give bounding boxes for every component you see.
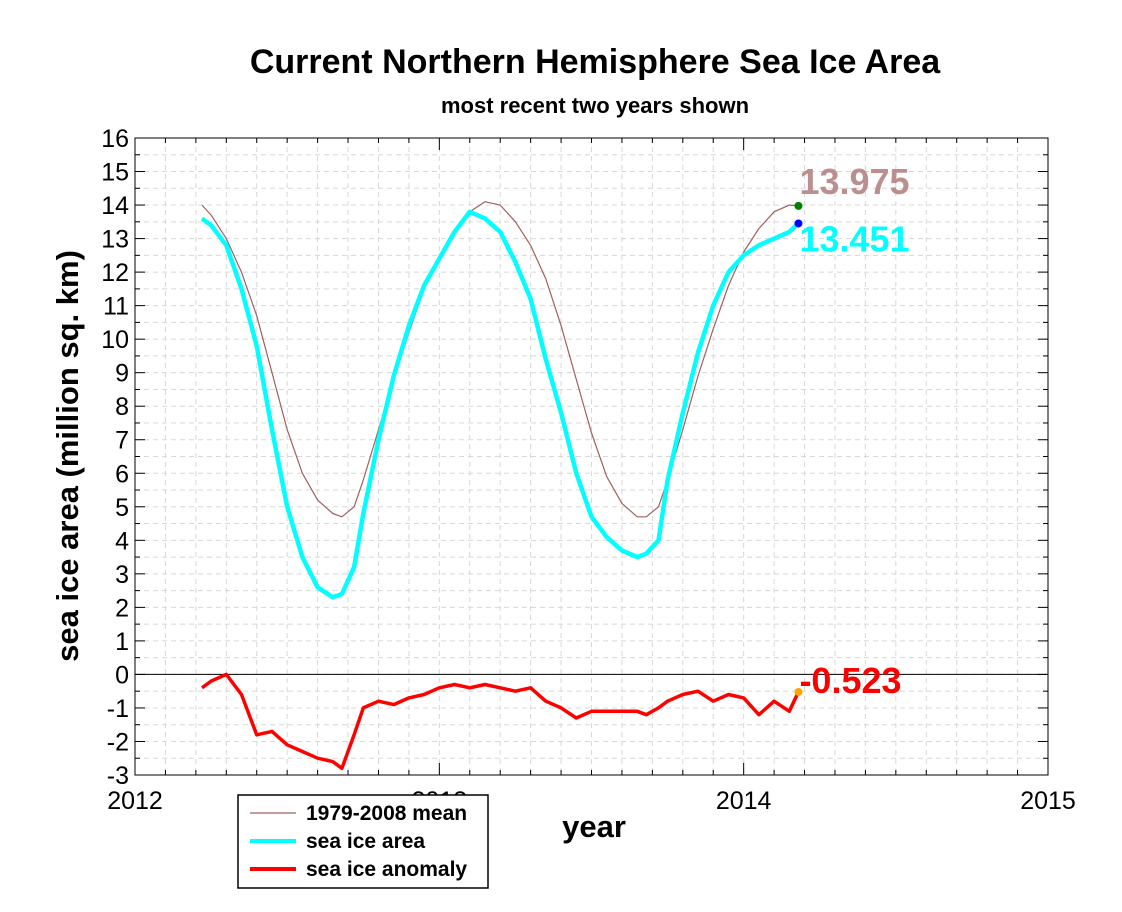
- y-tick-label: 15: [101, 159, 129, 187]
- y-tick-label: 9: [115, 360, 129, 388]
- x-axis-label: year: [562, 809, 626, 844]
- y-tick-label: -3: [107, 762, 129, 790]
- y-tick-label: 16: [101, 125, 129, 153]
- grid: [134, 137, 1049, 776]
- y-tick-label: 0: [115, 661, 129, 689]
- y-tick-label: 3: [115, 561, 129, 589]
- area-endpoint: [794, 219, 803, 228]
- mean-value-label: 13.975: [799, 161, 909, 202]
- y-tick-label: 10: [101, 326, 129, 354]
- area-value-label: 13.451: [799, 218, 909, 259]
- chart-subtitle: most recent two years shown: [441, 93, 749, 118]
- y-tick-label: 11: [103, 293, 129, 321]
- y-tick-label: 13: [101, 226, 129, 254]
- y-tick-label: -2: [107, 728, 129, 756]
- y-tick-label: 2: [115, 594, 129, 622]
- y-tick-label: -1: [107, 695, 129, 723]
- chart-title: Current Northern Hemisphere Sea Ice Area: [250, 43, 941, 81]
- legend-label: 1979-2008 mean: [306, 802, 467, 825]
- series-layer: [200, 201, 800, 771]
- y-axis-label: sea ice area (million sq. km): [50, 250, 85, 662]
- anomaly-value-label: -0.523: [799, 660, 901, 701]
- legend-label: sea ice area: [306, 830, 425, 853]
- series-line-sea-ice-area: [200, 209, 800, 600]
- y-tick-label: 7: [115, 427, 129, 455]
- series-line-sea-ice-anomaly: [200, 672, 800, 771]
- mean-endpoint: [794, 201, 803, 210]
- y-tick-label: 4: [115, 527, 129, 555]
- y-tick-label: 12: [101, 259, 129, 287]
- x-tick-label: 2012: [107, 787, 163, 815]
- x-tick-label: 2014: [716, 787, 772, 815]
- anomaly-endpoint: [794, 687, 803, 696]
- y-tick-label: 6: [115, 460, 129, 488]
- legend: 1979-2008 mean sea ice area sea ice anomal…: [237, 794, 489, 889]
- legend-label: sea ice anomaly: [306, 858, 467, 881]
- y-tick-label: 14: [101, 192, 129, 220]
- y-tick-label: 8: [115, 393, 129, 421]
- y-tick-label: 5: [115, 494, 129, 522]
- annotation-layer: 13.975 13.451 -0.523: [799, 161, 909, 701]
- y-tick-label: 1: [115, 628, 129, 656]
- x-tick-label: 2015: [1020, 787, 1076, 815]
- series-line-1979-2008-mean: [201, 201, 799, 518]
- endpoint-layer: [794, 201, 803, 696]
